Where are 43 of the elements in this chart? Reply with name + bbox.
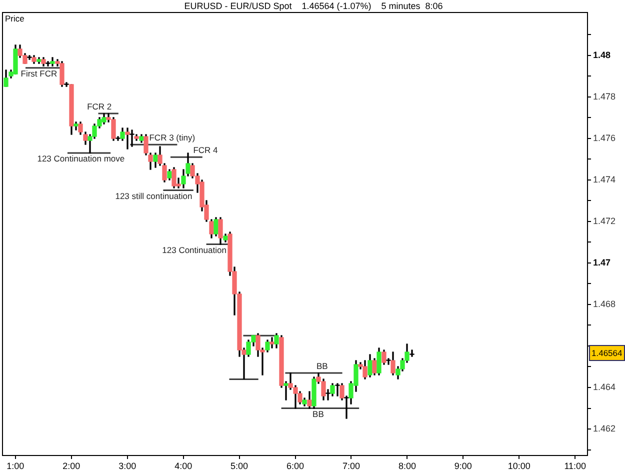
candlestick xyxy=(130,130,134,147)
x-tick-label: 1:00 xyxy=(6,460,24,471)
y-tick-label: 1.468 xyxy=(593,298,616,309)
candlestick xyxy=(64,82,69,87)
candlestick xyxy=(270,337,274,348)
y-tick-label: 1.47 xyxy=(593,257,611,268)
x-tick-label: 4:00 xyxy=(174,460,192,471)
x-tick-label: 3:00 xyxy=(118,460,136,471)
y-tick-label: 1.474 xyxy=(593,174,616,184)
candlestick xyxy=(410,350,414,357)
annotation: 123 Continuation move xyxy=(37,154,125,164)
x-tick-label: 5:00 xyxy=(230,460,248,471)
annotation: FCR 3 (tiny) xyxy=(149,132,196,143)
annotation: 123 still continuation xyxy=(115,190,193,201)
x-tick-label: 9:00 xyxy=(454,460,472,471)
y-axis-title: Price xyxy=(5,13,25,24)
annotation: BB xyxy=(316,361,328,372)
candlestick xyxy=(27,55,32,60)
x-tick-label: 6:00 xyxy=(286,460,304,471)
x-tick-label: 8:00 xyxy=(398,460,416,471)
annotation: First FCR xyxy=(20,68,58,78)
y-tick-label: 1.464 xyxy=(593,382,616,392)
x-tick-label: 10:00 xyxy=(508,460,530,471)
y-tick-label: 1.462 xyxy=(593,424,616,434)
x-tick-label: 2:00 xyxy=(62,460,80,471)
x-tick-label: 7:00 xyxy=(342,460,360,471)
candlestick xyxy=(284,381,288,400)
candlestick xyxy=(326,389,330,400)
annotation: 123 Continuation xyxy=(162,244,227,255)
x-tick-label: 11:00 xyxy=(564,460,586,471)
annotation: 1.46564 xyxy=(592,348,622,358)
y-tick-label: 1.472 xyxy=(593,216,616,226)
y-tick-label: 1.476 xyxy=(593,132,616,143)
y-tick-label: 1.48 xyxy=(593,50,611,60)
annotation: BB xyxy=(312,408,324,419)
candlestick xyxy=(46,61,50,66)
candlestick xyxy=(344,396,349,419)
candlestick xyxy=(116,136,120,141)
chart-title: EURUSD - EUR/USD Spot 1.46564 (-1.07%) 5 minutes 8:06 xyxy=(184,0,443,11)
annotation: FCR 4 xyxy=(193,145,218,156)
candlestick xyxy=(335,383,340,396)
annotation: FCR 2 xyxy=(87,102,112,112)
y-tick-label: 1.478 xyxy=(593,91,616,102)
